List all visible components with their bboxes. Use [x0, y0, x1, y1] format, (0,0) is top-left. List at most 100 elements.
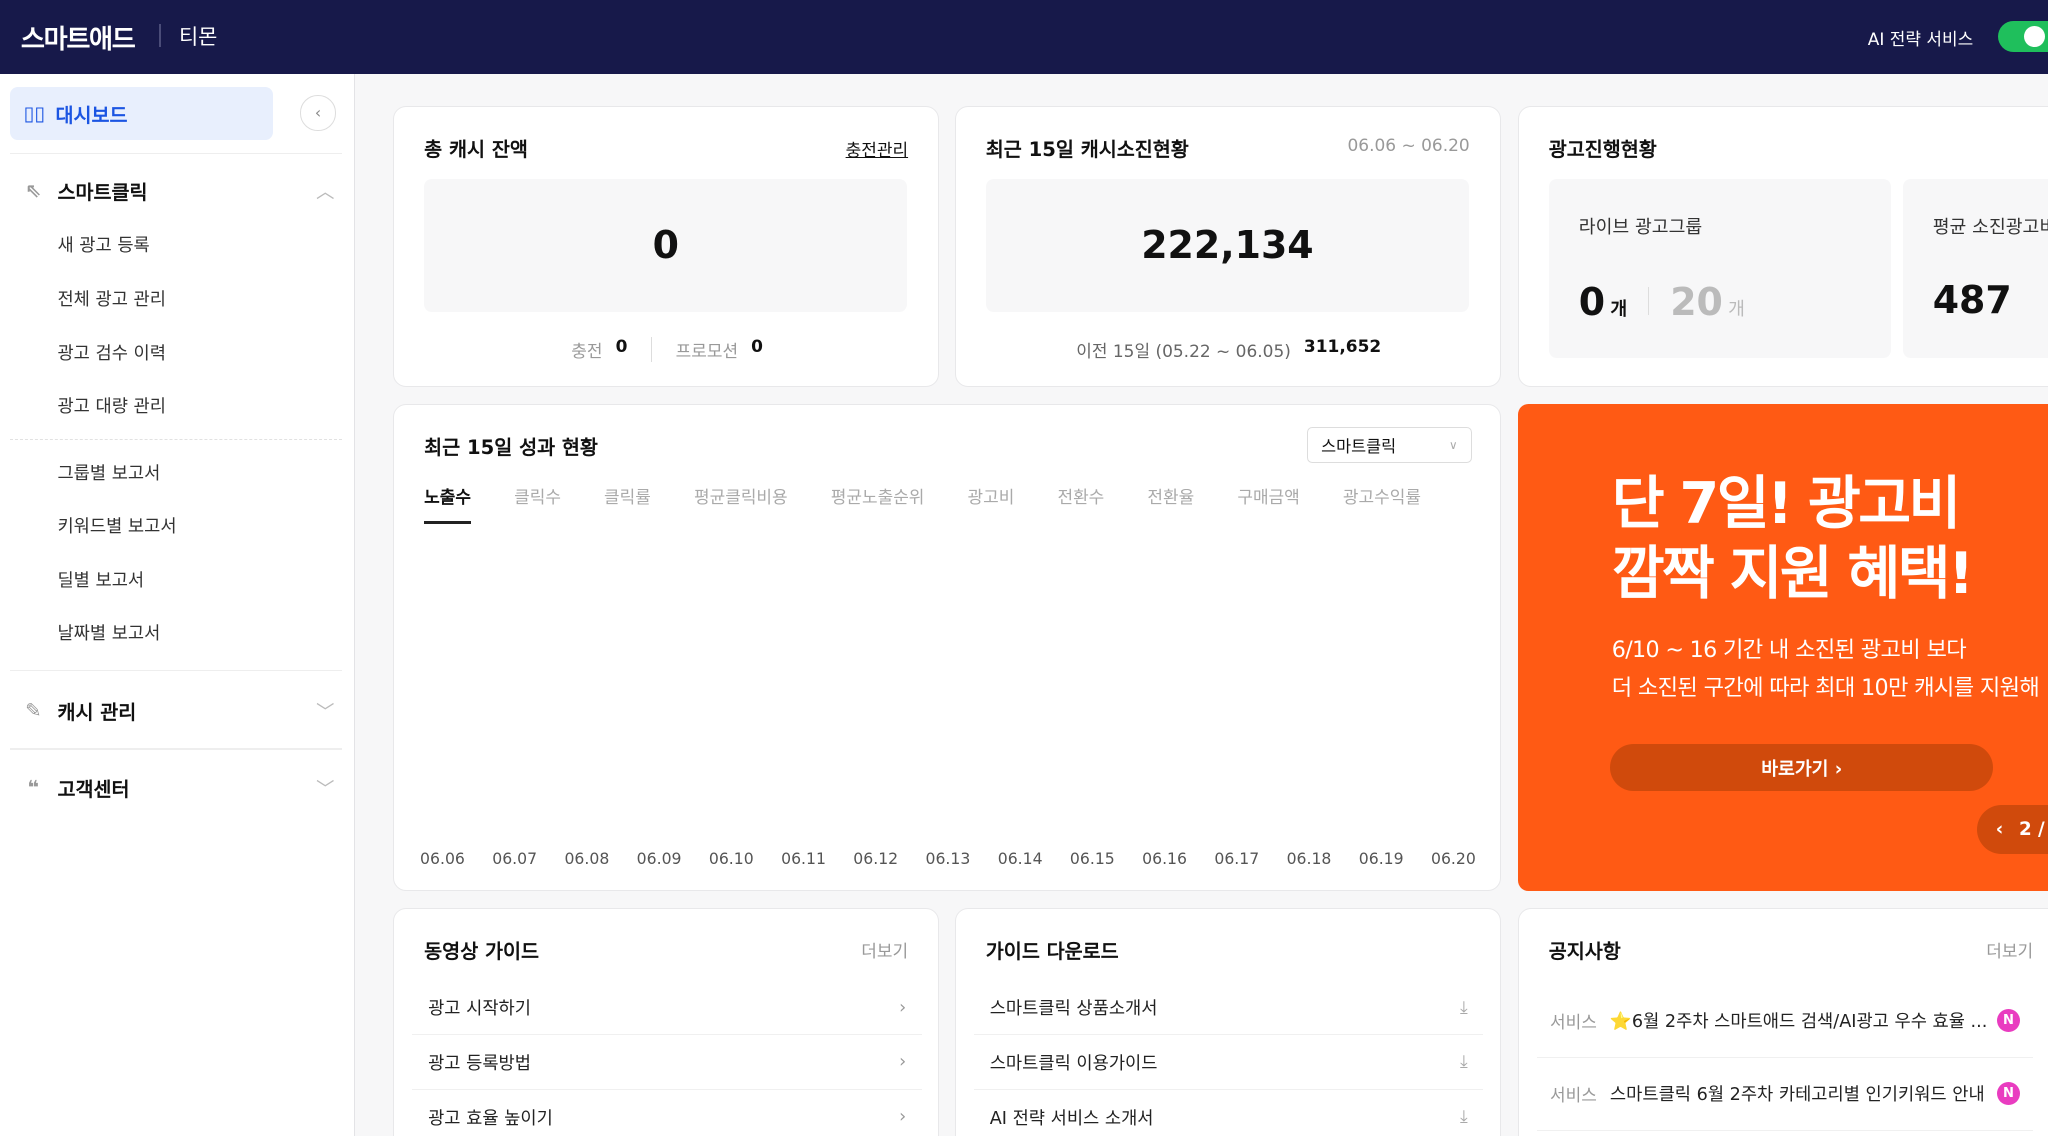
sidebar-item-keyword-report[interactable]: 키워드별 보고서: [57, 517, 177, 538]
sidebar-item-all-ads[interactable]: 전체 광고 관리: [57, 290, 166, 311]
list-item[interactable]: 광고 시작하기 ›: [412, 981, 922, 1036]
charge-label: 충전: [571, 341, 603, 362]
ads-status-card: 광고진행현황 라이브 광고그룹 0 개 20 개 평균 소진광고비 487: [1517, 105, 2048, 387]
item-label: 스마트클릭 상품소개서: [989, 999, 1158, 1019]
notice-item[interactable]: 서비스 스마트클릭 6월 2주차 카테고리별 인기키워드 안내 N: [1536, 1058, 2034, 1131]
sidebar-item-dashboard[interactable]: ▯▯ 대시보드: [10, 87, 273, 140]
sidebar-item-bulk[interactable]: 광고 대량 관리: [57, 397, 166, 418]
cash-balance-card: 총 캐시 잔액 충전관리 0 충전 0 프로모션 0: [393, 105, 940, 387]
card-title: 동영상 가이드: [424, 939, 540, 963]
prev-label: 이전 15일 (05.22 ~ 06.05): [1076, 341, 1291, 362]
list-item[interactable]: 광고 등록방법 ›: [412, 1035, 922, 1091]
more-link[interactable]: 더보기: [1986, 942, 2034, 963]
cash-edit-icon: ✎: [25, 699, 42, 723]
x-tick-label: 06.08: [564, 848, 610, 868]
tab-ctr[interactable]: 클릭률: [604, 487, 651, 508]
sidebar-section-cash[interactable]: ✎ 캐시 관리 ﹀: [21, 696, 334, 725]
chevron-right-icon: ›: [899, 1107, 907, 1128]
divider: [1648, 286, 1650, 316]
product-select[interactable]: 스마트클릭 ∨: [1307, 426, 1472, 464]
divider: [10, 438, 343, 440]
notice-category: 서비스: [1550, 1013, 1597, 1034]
notice-item[interactable]: 서비스 ⭐6월 2주차 스마트애드 검색/AI광고 우수 효율 ... N: [1536, 985, 2034, 1058]
tab-avg-cpc[interactable]: 평균클릭비용: [693, 487, 788, 508]
notice-title: 스마트클릭 6월 2주차 카테고리별 인기키워드 안내: [1609, 1085, 1985, 1106]
collapse-sidebar-button[interactable]: ‹: [300, 95, 336, 131]
tab-conversions[interactable]: 전환수: [1057, 487, 1105, 508]
promo-value: 0: [751, 336, 763, 357]
promo-banner[interactable]: 단 7일! 광고비 깜짝 지원 혜택! 6/10 ~ 16 기간 내 소진된 광…: [1517, 403, 2048, 891]
download-list: 스마트클릭 상품소개서 ⤓ 스마트클릭 이용가이드 ⤓ AI 전략 서비스 소개서 ⤓: [974, 981, 1484, 1136]
divider: [10, 748, 343, 750]
select-value: 스마트클릭: [1321, 437, 1397, 457]
tab-clicks[interactable]: 클릭수: [514, 487, 561, 508]
list-item[interactable]: 스마트클릭 이용가이드 ⤓: [974, 1035, 1484, 1091]
live-groups-box: 라이브 광고그룹 0 개 20 개: [1548, 178, 1891, 358]
section-label: 캐시 관리: [57, 701, 137, 725]
list-item[interactable]: AI 전략 서비스 소개서 ⤓: [974, 1090, 1483, 1136]
tab-impressions[interactable]: 노출수: [424, 483, 472, 524]
unit: 개: [1728, 299, 1745, 321]
banner-cta-button[interactable]: 바로가기 ›: [1610, 744, 1994, 792]
chevron-down-icon: ∨: [1449, 438, 1458, 453]
chevron-up-icon: ︿: [316, 181, 335, 203]
section-label: 스마트클릭: [57, 181, 148, 205]
avg-label: 평균 소진광고비: [1932, 216, 2048, 238]
divider: [650, 336, 653, 362]
list-item[interactable]: 스마트클릭 상품소개서 ⤓: [974, 981, 1484, 1036]
prev-value: 311,652: [1303, 336, 1382, 357]
ai-service-label: AI 전략 서비스: [1867, 29, 1974, 50]
tab-avg-rank[interactable]: 평균노출순위: [830, 487, 925, 508]
guide-download-card: 가이드 다운로드 스마트클릭 상품소개서 ⤓ 스마트클릭 이용가이드 ⤓ AI 전략…: [954, 907, 1501, 1136]
chevron-left-icon[interactable]: ‹: [1995, 818, 2004, 840]
sidebar-item-review-history[interactable]: 광고 검수 이력: [57, 343, 166, 364]
spend-card: 최근 15일 캐시소진현황 06.06 ~ 06.20 222,134 이전 1…: [954, 105, 1501, 387]
x-tick-label: 06.09: [636, 848, 682, 868]
notice-list: 서비스 ⭐6월 2주차 스마트애드 검색/AI광고 우수 효율 ... N 서비…: [1536, 985, 2034, 1131]
card-title: 광고진행현황: [1548, 137, 1657, 161]
tab-roas[interactable]: 광고수익률: [1342, 487, 1421, 508]
tab-purchase-amount[interactable]: 구매금액: [1237, 487, 1300, 508]
sidebar-item-group-report[interactable]: 그룹별 보고서: [57, 463, 161, 484]
total-value: 20: [1670, 280, 1723, 325]
banner-desc-1: 6/10 ~ 16 기간 내 소진된 광고비 보다: [1611, 637, 1967, 664]
sidebar-section-support[interactable]: ❝ 고객센터 ﹀: [21, 773, 335, 802]
x-tick-label: 06.10: [708, 848, 754, 868]
x-tick-label: 06.18: [1286, 848, 1332, 868]
sidebar-item-date-report[interactable]: 날짜별 보고서: [57, 624, 161, 645]
logo[interactable]: 스마트애드: [20, 25, 136, 56]
new-badge: N: [1996, 1081, 2021, 1106]
list-item[interactable]: 광고 효율 높이기 ›: [412, 1090, 921, 1136]
chevron-down-icon: ﹀: [316, 701, 335, 723]
item-label: 스마트클릭 이용가이드: [989, 1053, 1158, 1074]
charge-value: 0: [615, 336, 628, 357]
tab-conversion-rate[interactable]: 전환율: [1147, 487, 1195, 508]
avg-value: 487: [1932, 277, 2012, 322]
item-label: 광고 시작하기: [428, 999, 531, 1019]
charge-manage-link[interactable]: 충전관리: [845, 140, 909, 161]
avg-spend-box: 평균 소진광고비 487: [1902, 178, 2048, 358]
pager-text: 2 /: [2018, 818, 2045, 840]
more-link[interactable]: 더보기: [861, 942, 909, 963]
performance-card: 최근 15일 성과 현황 스마트클릭 ∨ 노출수 클릭수 클릭률 평균클릭비용 …: [393, 403, 1501, 891]
download-icon[interactable]: ⤓: [1459, 997, 1468, 1018]
sidebar: ▯▯ 대시보드 ‹ ⇖ 스마트클릭 ︿ 새 광고 등록 전체 광고 관리 광고 …: [0, 74, 356, 1136]
download-icon[interactable]: ⤓: [1459, 1052, 1468, 1073]
banner-desc-2: 더 소진된 구간에 따라 최대 10만 캐시를 지원해: [1611, 675, 2040, 702]
x-tick-label: 06.17: [1214, 848, 1260, 868]
banner-pager: ‹ 2 /: [1977, 804, 2048, 855]
sidebar-item-new-ad[interactable]: 새 광고 등록: [57, 236, 150, 257]
spend-box: 222,134: [985, 178, 1470, 312]
card-title: 총 캐시 잔액: [424, 137, 528, 161]
tab-ad-cost[interactable]: 광고비: [967, 487, 1015, 508]
x-tick-label: 06.12: [853, 848, 899, 868]
download-icon[interactable]: ⤓: [1459, 1107, 1468, 1128]
sidebar-item-deal-report[interactable]: 딜별 보고서: [57, 570, 145, 591]
x-tick-label: 06.07: [492, 848, 538, 868]
sidebar-section-smartclick[interactable]: ⇖ 스마트클릭 ︿: [21, 176, 334, 205]
divider: [10, 152, 343, 155]
card-title: 공지사항: [1548, 939, 1621, 963]
item-label: AI 전략 서비스 소개서: [989, 1108, 1154, 1129]
ai-service-toggle[interactable]: [1998, 20, 2048, 53]
chevron-left-icon: ‹: [314, 103, 322, 123]
